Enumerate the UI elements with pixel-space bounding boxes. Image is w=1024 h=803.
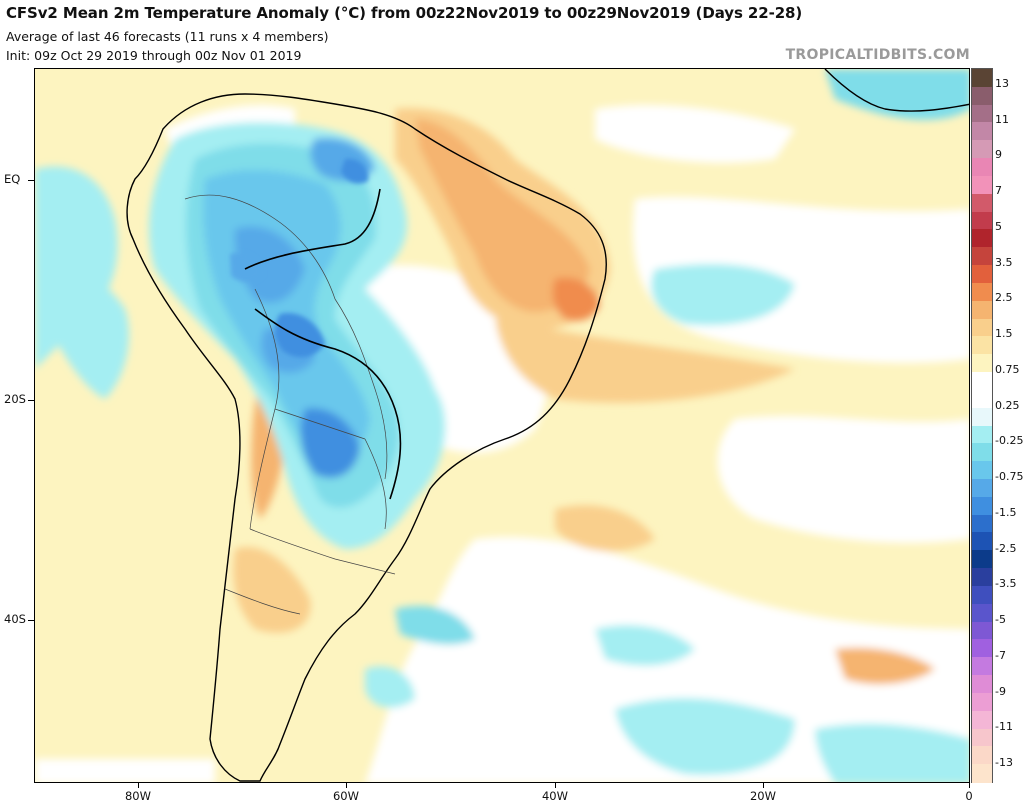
- colorbar-cell: [972, 568, 992, 587]
- colorbar-label: -0.75: [995, 470, 1024, 484]
- colorbar-cell: [972, 86, 992, 106]
- lat-tick-20s: [28, 400, 34, 401]
- colorbar-cell: [972, 603, 992, 623]
- colorbar-label: 7: [995, 184, 1002, 198]
- colorbar-label: 3.5: [995, 255, 1013, 269]
- colorbar-label: -2.5: [995, 541, 1017, 555]
- colorbar-cell: [972, 496, 992, 516]
- colorbar-cell: [972, 265, 992, 284]
- coastlines: [126, 69, 969, 782]
- colorbar-cell: [972, 639, 992, 658]
- country-borders: [184, 194, 396, 615]
- colorbar-cell: [972, 692, 992, 712]
- colorbar: [971, 68, 993, 783]
- colorbar-cell: [972, 336, 992, 355]
- colorbar-cell: [972, 532, 992, 551]
- colorbar-cell: [972, 229, 992, 248]
- colorbar-cell: [972, 104, 992, 124]
- colorbar-label: -0.25: [995, 434, 1024, 448]
- colorbar-cell: [972, 211, 992, 231]
- colorbar-label: -7: [995, 648, 1006, 662]
- colorbar-cell: [972, 158, 992, 177]
- lat-tick-40s: [28, 620, 34, 621]
- brazil-border: [244, 188, 402, 500]
- colorbar-cell: [972, 764, 992, 783]
- colorbar-cell: [972, 175, 992, 195]
- colorbar-cell: [972, 122, 992, 141]
- header: CFSv2 Mean 2m Temperature Anomaly (°C) f…: [0, 0, 1024, 68]
- colorbar-label: -3.5: [995, 577, 1017, 591]
- lat-label-40s: 40S: [4, 612, 26, 626]
- lon-label-80w: 80W: [124, 789, 151, 803]
- lat-tick-eq: [28, 180, 34, 181]
- lon-tick-60w: [346, 783, 347, 788]
- colorbar-label: 5: [995, 219, 1002, 233]
- lon-tick-40w: [555, 783, 556, 788]
- colorbar-cell: [972, 478, 992, 498]
- colorbar-cell: [972, 728, 992, 747]
- colorbar-label: 0.25: [995, 398, 1020, 412]
- colorbar-label: 2.5: [995, 291, 1013, 305]
- colorbar-cell: [972, 443, 992, 462]
- colorbar-label: 0.75: [995, 362, 1020, 376]
- colorbar-label: -5: [995, 613, 1006, 627]
- colorbar-cell: [972, 621, 992, 640]
- colorbar-cell: [972, 389, 992, 409]
- map-title: CFSv2 Mean 2m Temperature Anomaly (°C) f…: [6, 4, 803, 22]
- map-subtitle-forecasts: Average of last 46 forecasts (11 runs x …: [6, 29, 329, 44]
- anomaly-detail: [230, 158, 369, 358]
- colorbar-label: 1.5: [995, 327, 1013, 341]
- colorbar-cell: [972, 550, 992, 569]
- colorbar-cell: [972, 746, 992, 765]
- lon-label-40w: 40W: [541, 789, 568, 803]
- colorbar-cell: [972, 140, 992, 159]
- lon-tick-80w: [138, 783, 139, 788]
- colorbar-cell: [972, 710, 992, 730]
- colorbar-label: -9: [995, 684, 1006, 698]
- watermark: TROPICALTIDBITS.COM: [785, 47, 970, 63]
- lat-label-20s: 20S: [4, 392, 26, 406]
- colorbar-cell: [972, 354, 992, 373]
- colorbar-cell: [972, 585, 992, 605]
- colorbar-cell: [972, 282, 992, 302]
- colorbar-cell: [972, 372, 992, 391]
- lon-tick-0: [969, 783, 970, 788]
- colorbar-cell: [972, 69, 992, 88]
- lon-tick-20w: [763, 783, 764, 788]
- colorbar-cell: [972, 300, 992, 320]
- colorbar-cell: [972, 318, 992, 337]
- colorbar-label: 9: [995, 148, 1002, 162]
- lon-label-60w: 60W: [332, 789, 359, 803]
- colorbar-cell: [972, 461, 992, 480]
- colorbar-label: -1.5: [995, 505, 1017, 519]
- colorbar-label: 13: [995, 76, 1009, 90]
- colorbar-label: -11: [995, 720, 1013, 734]
- lat-label-eq: EQ: [4, 172, 21, 186]
- colorbar-cell: [972, 247, 992, 266]
- colorbar-cell: [972, 675, 992, 694]
- colorbar-label: -13: [995, 756, 1013, 770]
- colorbar-cell: [972, 514, 992, 534]
- colorbar-cell: [972, 193, 992, 213]
- colorbar-cell: [972, 657, 992, 676]
- map-panel: [34, 68, 970, 783]
- lon-label-20w: 20W: [749, 789, 776, 803]
- lon-label-0: 0: [965, 789, 973, 803]
- colorbar-label: 11: [995, 112, 1009, 126]
- colorbar-cell: [972, 407, 992, 427]
- map-subtitle-init: Init: 09z Oct 29 2019 through 00z Nov 01…: [6, 48, 302, 63]
- anomaly-fields: [35, 69, 969, 782]
- colorbar-cell: [972, 425, 992, 444]
- temperature-anomaly-map: [35, 69, 969, 782]
